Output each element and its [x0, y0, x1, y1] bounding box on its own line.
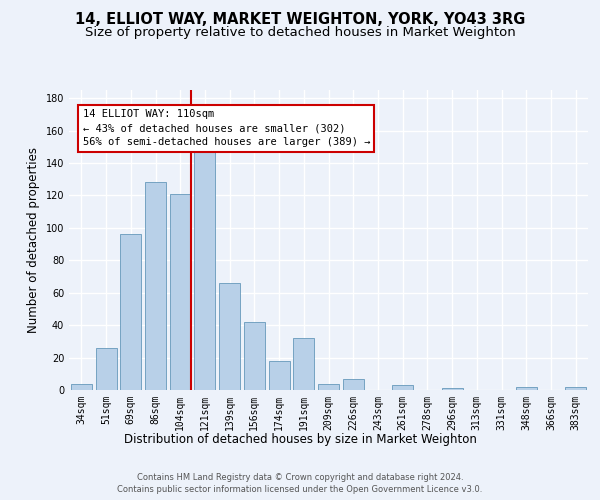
Bar — [120, 234, 141, 390]
Bar — [219, 283, 240, 390]
Bar — [392, 385, 413, 390]
Bar — [244, 322, 265, 390]
Bar — [194, 144, 215, 390]
Bar — [318, 384, 339, 390]
Bar — [343, 378, 364, 390]
Text: Contains HM Land Registry data © Crown copyright and database right 2024.: Contains HM Land Registry data © Crown c… — [137, 472, 463, 482]
Bar — [565, 387, 586, 390]
Bar — [269, 361, 290, 390]
Bar — [145, 182, 166, 390]
Text: Distribution of detached houses by size in Market Weighton: Distribution of detached houses by size … — [124, 432, 476, 446]
Bar — [71, 384, 92, 390]
Y-axis label: Number of detached properties: Number of detached properties — [27, 147, 40, 333]
Text: 14, ELLIOT WAY, MARKET WEIGHTON, YORK, YO43 3RG: 14, ELLIOT WAY, MARKET WEIGHTON, YORK, Y… — [75, 12, 525, 28]
Text: 14 ELLIOT WAY: 110sqm
← 43% of detached houses are smaller (302)
56% of semi-det: 14 ELLIOT WAY: 110sqm ← 43% of detached … — [83, 110, 370, 148]
Bar — [95, 348, 116, 390]
Bar — [442, 388, 463, 390]
Bar — [293, 338, 314, 390]
Text: Size of property relative to detached houses in Market Weighton: Size of property relative to detached ho… — [85, 26, 515, 39]
Bar — [170, 194, 191, 390]
Text: Contains public sector information licensed under the Open Government Licence v3: Contains public sector information licen… — [118, 485, 482, 494]
Bar — [516, 387, 537, 390]
